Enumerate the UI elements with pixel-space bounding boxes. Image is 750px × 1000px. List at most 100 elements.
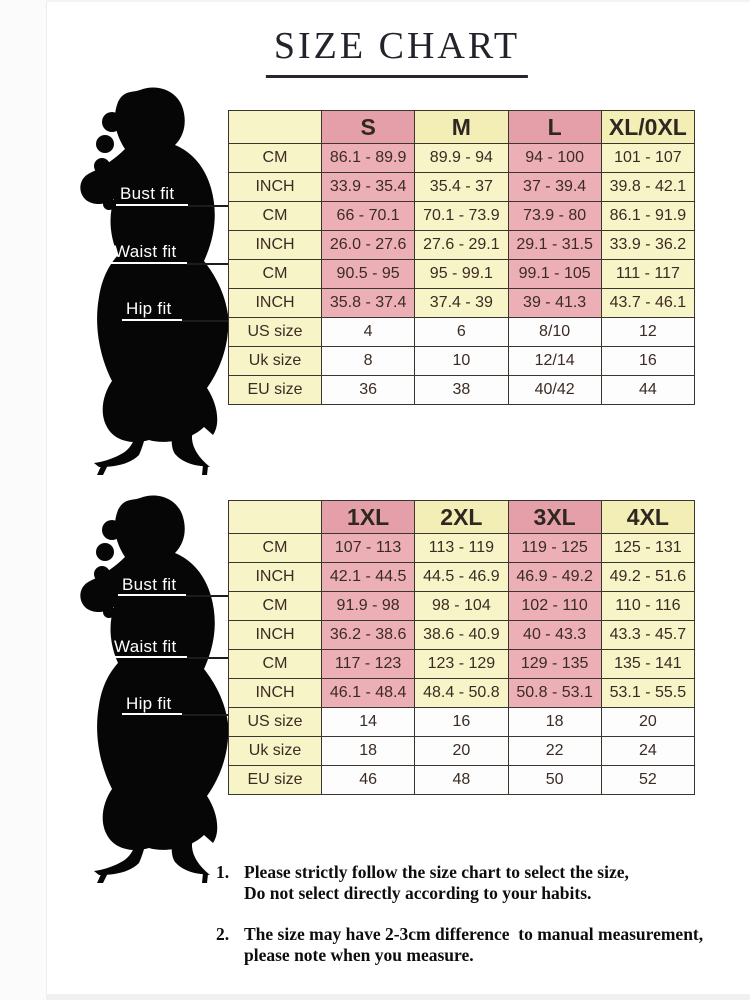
- size-value-cell: 39.8 - 42.1: [600, 172, 696, 202]
- row-label: INCH: [228, 288, 322, 318]
- size-table-standard: S M L XL/0XL CM 86.1 - 89.9 89.9 - 94 94 - 100 1…: [228, 110, 696, 405]
- size-value-cell: 12: [600, 317, 696, 347]
- size-value-cell: 14: [320, 707, 416, 737]
- size-column-header: 1XL: [320, 500, 416, 534]
- silhouette-hair-curl: [94, 158, 110, 174]
- table-row: INCH 35.8 - 37.4 37.4 - 39 39 - 41.3 43.7 - …: [228, 288, 696, 318]
- size-value-cell: 46.1 - 48.4: [320, 678, 416, 708]
- size-value-cell: 29.1 - 31.5: [507, 230, 602, 260]
- row-label: US size: [228, 317, 322, 347]
- size-table-plus: 1XL 2XL 3XL 4XL CM 107 - 113 113 - 119 119 - 12…: [228, 500, 696, 795]
- bust-fit-label: Bust fit: [120, 184, 175, 203]
- size-column-header: L: [507, 110, 602, 144]
- table-row: CM 107 - 113 113 - 119 119 - 125 125 - 131: [228, 533, 696, 563]
- row-label: CM: [228, 143, 322, 173]
- size-value-cell: 53.1 - 55.5: [600, 678, 696, 708]
- size-value-cell: 135 - 141: [600, 649, 696, 679]
- note-text: The size may have 2-3cm difference to ma…: [244, 924, 704, 965]
- size-value-cell: 90.5 - 95: [320, 259, 416, 289]
- table-row: INCH 42.1 - 44.5 44.5 - 46.9 46.9 - 49.2 49.…: [228, 562, 696, 592]
- table-row: US size 14 16 18 20: [228, 707, 696, 737]
- page-top-edge: [46, 0, 750, 2]
- size-value-cell: 73.9 - 80: [507, 201, 602, 231]
- silhouette-hair-curl: [96, 543, 114, 561]
- size-value-cell: 36.2 - 38.6: [320, 620, 416, 650]
- size-table-plus: 1XL 2XL 3XL 4XL CM 107 - 113 113 - 119 119 - 12…: [228, 500, 696, 795]
- size-value-cell: 36: [320, 375, 416, 405]
- silhouette-left-heel: [97, 872, 108, 883]
- table-row: INCH 46.1 - 48.4 48.4 - 50.8 50.8 - 53.1 53.…: [228, 678, 696, 708]
- size-value-cell: 33.9 - 35.4: [320, 172, 416, 202]
- size-value-cell: 40/42: [507, 375, 602, 405]
- size-value-cell: 27.6 - 29.1: [414, 230, 509, 260]
- size-value-cell: 98 - 104: [414, 591, 509, 621]
- size-value-cell: 12/14: [507, 346, 602, 376]
- size-column-header: 3XL: [507, 500, 602, 534]
- size-value-cell: 43.7 - 46.1: [600, 288, 696, 318]
- silhouette-hair-curl: [103, 606, 115, 618]
- size-column-header: 4XL: [600, 500, 696, 534]
- silhouette-left-shoe: [94, 428, 146, 467]
- table-row: CM 86.1 - 89.9 89.9 - 94 94 - 100 101 - 107: [228, 143, 696, 173]
- row-label: INCH: [228, 678, 322, 708]
- size-value-cell: 35.4 - 37: [414, 172, 509, 202]
- size-column-header: M: [414, 110, 509, 144]
- corner-cell: [228, 500, 322, 534]
- size-value-cell: 113 - 119: [414, 533, 509, 563]
- row-label: INCH: [228, 172, 322, 202]
- size-value-cell: 46: [320, 765, 416, 795]
- size-value-cell: 86.1 - 91.9: [600, 201, 696, 231]
- silhouette-right-shoe: [171, 834, 210, 875]
- size-value-cell: 22: [507, 736, 602, 766]
- size-value-cell: 70.1 - 73.9: [414, 201, 509, 231]
- table-row: INCH 36.2 - 38.6 38.6 - 40.9 40 - 43.3 43.3 …: [228, 620, 696, 650]
- size-value-cell: 50: [507, 765, 602, 795]
- hip-fit-underline: [122, 319, 182, 321]
- size-value-cell: 16: [600, 346, 696, 376]
- waist-fit-label: Waist fit: [114, 637, 177, 656]
- waist-fit-connector-line: [187, 263, 228, 265]
- table-row: EU size 36 38 40/42 44: [228, 375, 696, 405]
- size-value-cell: 20: [414, 736, 509, 766]
- row-label: US size: [228, 707, 322, 737]
- row-label: INCH: [228, 562, 322, 592]
- table-row: CM 117 - 123 123 - 129 129 - 135 135 - 141: [228, 649, 696, 679]
- size-value-cell: 48: [414, 765, 509, 795]
- woman-silhouette-figure-1: [80, 87, 229, 475]
- size-value-cell: 8/10: [507, 317, 602, 347]
- silhouette-right-heel: [202, 873, 208, 883]
- size-value-cell: 117 - 123: [320, 649, 416, 679]
- bust-fit-connector-line: [186, 595, 228, 597]
- silhouette-hair-curl: [103, 198, 115, 210]
- silhouette-right-heel: [202, 465, 208, 475]
- note-text: Please strictly follow the size chart to…: [244, 862, 629, 903]
- size-value-cell: 125 - 131: [600, 533, 696, 563]
- size-value-cell: 8: [320, 346, 416, 376]
- table-row: CM 90.5 - 95 95 - 99.1 99.1 - 105 111 - 117: [228, 259, 696, 289]
- silhouette-hair-curl: [96, 135, 114, 153]
- size-value-cell: 39 - 41.3: [507, 288, 602, 318]
- size-value-cell: 33.9 - 36.2: [600, 230, 696, 260]
- table-row: Uk size 8 10 12/14 16: [228, 346, 696, 376]
- size-value-cell: 66 - 70.1: [320, 201, 416, 231]
- size-value-cell: 86.1 - 89.9: [320, 143, 416, 173]
- note-number: 1.: [216, 862, 230, 882]
- row-label: Uk size: [228, 346, 322, 376]
- row-label: CM: [228, 533, 322, 563]
- table-row: CM 91.9 - 98 98 - 104 102 - 110 110 - 116: [228, 591, 696, 621]
- row-label: EU size: [228, 765, 322, 795]
- size-value-cell: 37.4 - 39: [414, 288, 509, 318]
- bust-fit-underline: [116, 204, 188, 206]
- size-table-standard: S M L XL/0XL CM 86.1 - 89.9 89.9 - 94 94 - 100 1…: [228, 110, 696, 405]
- size-value-cell: 42.1 - 44.5: [320, 562, 416, 592]
- size-value-cell: 49.2 - 51.6: [600, 562, 696, 592]
- size-value-cell: 37 - 39.4: [507, 172, 602, 202]
- size-value-cell: 52: [600, 765, 696, 795]
- size-value-cell: 10: [414, 346, 509, 376]
- hip-fit-label: Hip fit: [126, 694, 172, 713]
- size-value-cell: 18: [320, 736, 416, 766]
- table-row: CM 66 - 70.1 70.1 - 73.9 73.9 - 80 86.1 - 91…: [228, 201, 696, 231]
- hip-fit-label: Hip fit: [126, 299, 172, 318]
- woman-silhouette-figure-2: [80, 495, 229, 883]
